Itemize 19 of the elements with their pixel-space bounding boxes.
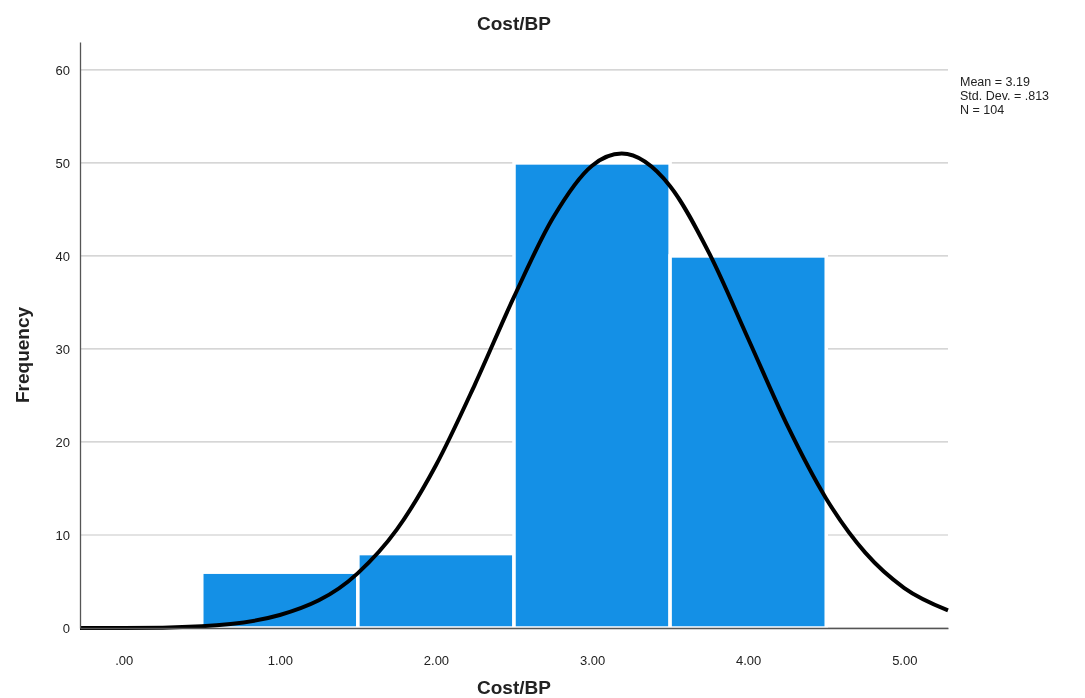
x-tick-label: 4.00 xyxy=(736,653,762,669)
y-tick-label: 40 xyxy=(55,248,70,264)
text: Std. Dev. = .813 xyxy=(960,89,1050,103)
x-tick-label: .00 xyxy=(115,653,134,669)
y-tick-label: 20 xyxy=(55,434,70,450)
y-axis-title: Frequency xyxy=(12,306,33,404)
y-tick-label: 10 xyxy=(55,527,70,543)
x-axis-title: Cost/BP xyxy=(477,677,552,698)
x-tick-label: 5.00 xyxy=(892,653,918,669)
chart-title: Cost/BP xyxy=(477,13,552,34)
x-tick-label: 2.00 xyxy=(423,653,450,669)
y-tick-label: 30 xyxy=(55,341,70,357)
text: Mean = 3.19 xyxy=(960,75,1030,89)
x-tick-label: 1.00 xyxy=(267,653,293,669)
y-tick-label: 50 xyxy=(55,155,70,171)
y-tick-label: 60 xyxy=(55,62,70,78)
x-tick-label: 3.00 xyxy=(579,653,606,669)
text: N = 104 xyxy=(960,103,1005,117)
y-tick-label: 0 xyxy=(62,620,70,636)
